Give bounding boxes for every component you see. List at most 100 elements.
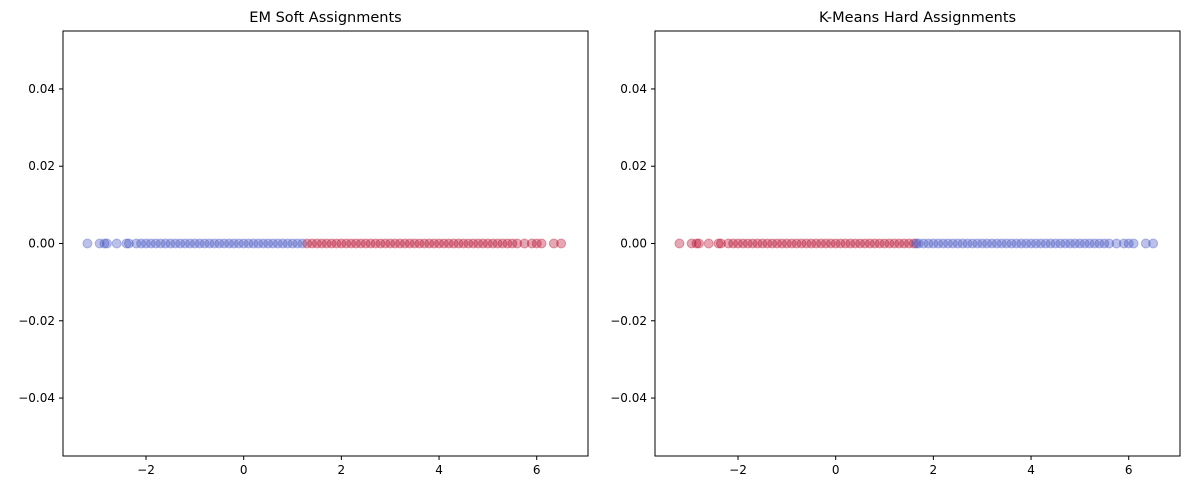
scatter-point-series-1 bbox=[1030, 238, 1041, 249]
scatter-point-series-0 bbox=[214, 238, 225, 249]
scatter-point-series-1 bbox=[492, 238, 503, 249]
scatter-point-series-1 bbox=[399, 238, 410, 249]
scatter-point-series-0 bbox=[864, 238, 875, 249]
scatter-point-series-0 bbox=[869, 238, 880, 249]
y-tick-label: −0.04 bbox=[610, 391, 647, 405]
scatter-point-series-0 bbox=[693, 238, 704, 249]
scatter-point-series-0 bbox=[908, 238, 919, 249]
scatter-point-series-1 bbox=[404, 238, 415, 249]
y-tick-label: 0.00 bbox=[28, 237, 55, 251]
scatter-point-series-0 bbox=[150, 238, 161, 249]
scatter-point-series-1 bbox=[911, 238, 922, 249]
scatter-point-series-0 bbox=[243, 238, 254, 249]
scatter-point-series-0 bbox=[165, 238, 176, 249]
scatter-point-series-0 bbox=[835, 238, 846, 249]
scatter-point-series-1 bbox=[1055, 238, 1066, 249]
scatter-point-series-0 bbox=[199, 238, 210, 249]
scatter-point-series-0 bbox=[806, 238, 817, 249]
scatter-point-series-1 bbox=[913, 238, 924, 249]
scatter-point-series-0 bbox=[268, 238, 278, 249]
x-ticks: −2 0 2 4 6 bbox=[137, 456, 541, 477]
scatter-point-series-1 bbox=[1140, 238, 1151, 249]
scatter-point-series-1 bbox=[1099, 238, 1110, 249]
scatter-point-series-0 bbox=[141, 238, 152, 249]
scatter-points bbox=[674, 238, 1159, 249]
y-tick-label: −0.04 bbox=[18, 391, 55, 405]
scatter-point-series-0 bbox=[233, 238, 244, 249]
scatter-point-series-0 bbox=[228, 238, 239, 249]
scatter-point-series-0 bbox=[189, 238, 200, 249]
scatter-point-series-0 bbox=[855, 238, 866, 249]
scatter-point-series-0 bbox=[879, 238, 890, 249]
scatter-point-series-1 bbox=[933, 238, 944, 249]
scatter-point-series-1 bbox=[453, 238, 464, 249]
scatter-point-series-0 bbox=[101, 238, 112, 249]
scatter-point-series-1 bbox=[918, 238, 929, 249]
scatter-point-series-0 bbox=[903, 238, 914, 249]
scatter-point-series-0 bbox=[194, 238, 205, 249]
scatter-point-series-1 bbox=[526, 238, 537, 249]
x-tick-label: 4 bbox=[1027, 463, 1035, 477]
scatter-point-series-1 bbox=[1001, 238, 1012, 249]
scatter-point-series-1 bbox=[967, 238, 978, 249]
scatter-point-series-0 bbox=[752, 238, 763, 249]
scatter-point-series-1 bbox=[512, 238, 523, 249]
scatter-point-series-1 bbox=[1104, 238, 1115, 249]
scatter-point-series-1 bbox=[370, 238, 381, 249]
x-tick-label: −2 bbox=[137, 463, 155, 477]
scatter-point-series-1 bbox=[1011, 238, 1022, 249]
scatter-point-series-0 bbox=[747, 238, 758, 249]
scatter-point-series-1 bbox=[424, 238, 435, 249]
scatter-point-series-1 bbox=[414, 238, 425, 249]
scatter-point-series-0 bbox=[121, 238, 132, 249]
scatter-point-series-0 bbox=[781, 238, 792, 249]
scatter-point-series-1 bbox=[351, 238, 362, 249]
scatter-point-series-1 bbox=[996, 238, 1007, 249]
scatter-point-series-1 bbox=[394, 238, 405, 249]
scatter-point-series-0 bbox=[686, 238, 697, 249]
scatter-point-series-1 bbox=[556, 238, 567, 249]
scatter-point-series-0 bbox=[762, 238, 773, 249]
scatter-point-series-1 bbox=[316, 238, 327, 249]
scatter-point-series-0 bbox=[772, 238, 783, 249]
scatter-point-series-0 bbox=[238, 238, 249, 249]
scatter-point-series-0 bbox=[825, 238, 836, 249]
scatter-point-series-0 bbox=[82, 238, 93, 249]
scatter-point-series-0 bbox=[287, 238, 298, 249]
scatter-point-series-1 bbox=[1084, 238, 1095, 249]
scatter-point-series-0 bbox=[737, 238, 748, 249]
scatter-point-series-1 bbox=[487, 238, 498, 249]
scatter-point-series-0 bbox=[272, 238, 283, 249]
scatter-point-series-1 bbox=[502, 238, 513, 249]
scatter-point-series-0 bbox=[713, 238, 724, 249]
scatter-point-series-1 bbox=[1094, 238, 1105, 249]
scatter-point-series-0 bbox=[742, 238, 753, 249]
y-tick-label: 0.02 bbox=[28, 159, 55, 173]
scatter-point-series-0 bbox=[816, 238, 827, 249]
scatter-point-series-1 bbox=[1021, 238, 1032, 249]
scatter-point-series-0 bbox=[180, 238, 191, 249]
scatter-point-series-1 bbox=[519, 238, 530, 249]
scatter-point-series-1 bbox=[375, 238, 386, 249]
scatter-points bbox=[82, 238, 567, 249]
scatter-point-series-1 bbox=[962, 238, 973, 249]
scatter-point-series-1 bbox=[321, 238, 332, 249]
scatter-point-series-1 bbox=[977, 238, 988, 249]
scatter-point-series-1 bbox=[385, 238, 396, 249]
y-tick-label: 0.04 bbox=[28, 82, 55, 96]
scatter-point-series-1 bbox=[341, 238, 352, 249]
scatter-point-series-1 bbox=[928, 238, 939, 249]
scatter-point-series-1 bbox=[1035, 238, 1046, 249]
scatter-point-series-0 bbox=[723, 238, 734, 249]
scatter-point-series-1 bbox=[1089, 238, 1100, 249]
scatter-point-series-0 bbox=[94, 238, 105, 249]
scatter-point-series-0 bbox=[899, 238, 910, 249]
axes-frame bbox=[62, 30, 589, 457]
scatter-point-series-1 bbox=[326, 238, 337, 249]
scatter-point-series-1 bbox=[463, 238, 474, 249]
scatter-point-series-0 bbox=[786, 238, 797, 249]
scatter-point-series-0 bbox=[845, 238, 856, 249]
scatter-point-series-1 bbox=[438, 238, 449, 249]
scatter-point-series-0 bbox=[277, 238, 288, 249]
scatter-point-series-0 bbox=[811, 238, 822, 249]
